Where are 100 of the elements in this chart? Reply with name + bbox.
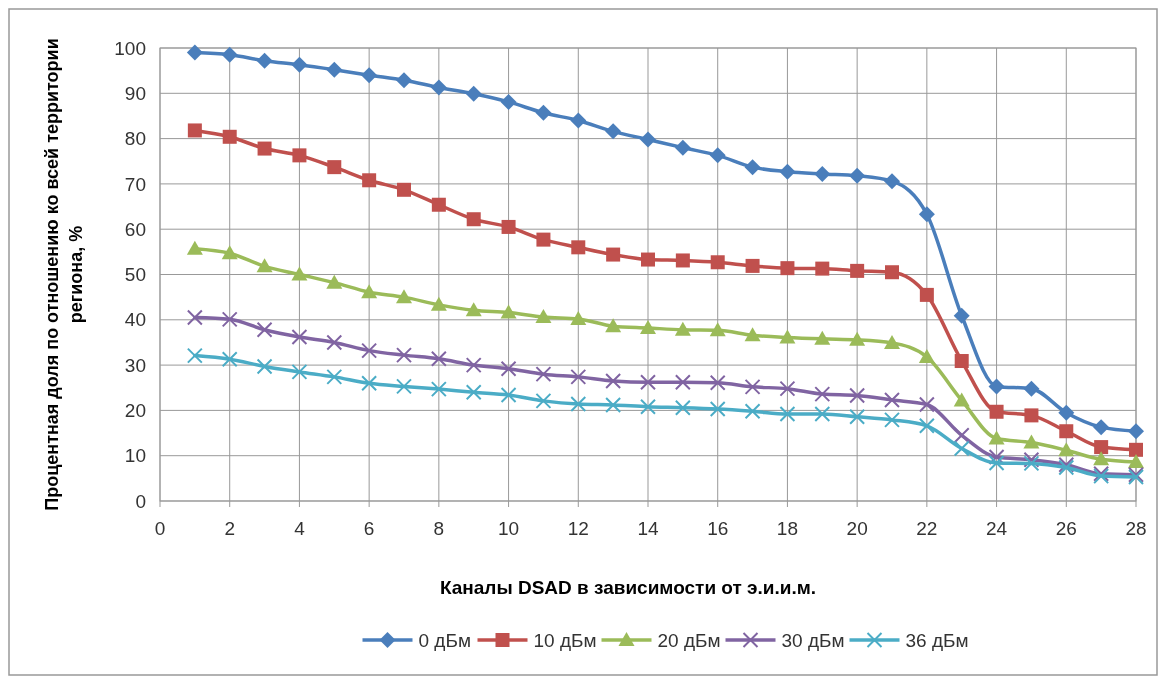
y-tick-label: 50 <box>124 264 146 286</box>
point <box>953 392 970 407</box>
point <box>535 366 552 383</box>
point <box>849 387 866 404</box>
point <box>500 93 517 110</box>
point <box>465 384 482 401</box>
point <box>291 363 308 380</box>
point <box>605 318 622 333</box>
point <box>570 368 587 385</box>
point <box>535 104 552 121</box>
point <box>640 131 656 148</box>
point <box>221 351 238 368</box>
point <box>850 263 865 278</box>
point <box>710 255 725 270</box>
x-tick-label: 8 <box>433 518 445 539</box>
point <box>570 310 587 325</box>
point <box>570 112 587 129</box>
point <box>1023 451 1040 468</box>
legend-label: 20 дБм <box>657 629 721 651</box>
x-tick-label: 14 <box>637 518 659 539</box>
point <box>814 165 831 182</box>
x-tick-label: 10 <box>498 518 520 539</box>
point <box>361 67 378 84</box>
point <box>709 322 726 337</box>
y-tick-label: 80 <box>124 128 146 150</box>
point <box>640 374 656 391</box>
point <box>465 302 482 317</box>
point <box>884 334 900 349</box>
point <box>361 284 378 299</box>
y-tick-label: 90 <box>124 82 146 104</box>
point <box>396 347 412 364</box>
point <box>397 182 411 197</box>
point <box>988 454 1005 471</box>
point <box>780 261 795 276</box>
x-tick-label: 20 <box>846 518 868 539</box>
point <box>501 219 516 234</box>
point <box>849 331 866 346</box>
x-tick-label: 18 <box>776 518 798 539</box>
point <box>291 56 308 73</box>
point <box>256 52 273 69</box>
point <box>884 173 900 190</box>
point <box>291 266 308 281</box>
point <box>849 167 866 184</box>
point <box>814 330 831 345</box>
legend-label: 30 дБм <box>781 629 845 651</box>
point <box>186 44 203 61</box>
y-tick-label: 100 <box>114 37 146 59</box>
point <box>326 368 343 385</box>
x-tick-label: 12 <box>567 518 589 539</box>
x-tick-label: 16 <box>707 518 729 539</box>
point <box>744 378 761 395</box>
legend-label: 10 дБм <box>533 629 597 651</box>
point <box>709 374 726 391</box>
x-tick-label: 0 <box>154 518 166 539</box>
point <box>396 289 412 304</box>
point <box>884 411 900 428</box>
point <box>709 401 726 418</box>
x-tick-label: 26 <box>1055 518 1077 539</box>
point <box>989 404 1004 419</box>
y-tick-label: 70 <box>124 173 146 195</box>
point <box>744 159 761 176</box>
point <box>954 354 969 369</box>
y-tick-label: 30 <box>124 354 146 376</box>
point <box>709 147 726 164</box>
point <box>361 342 378 359</box>
point <box>535 309 552 324</box>
point <box>291 329 308 346</box>
point <box>1093 451 1110 466</box>
point <box>256 258 273 273</box>
point <box>605 123 622 140</box>
point <box>430 350 447 367</box>
point <box>500 304 517 319</box>
point <box>605 396 622 413</box>
y-tick-label: 10 <box>124 445 146 467</box>
point <box>1023 434 1040 449</box>
x-tick-label: 6 <box>363 518 375 539</box>
point <box>744 327 761 342</box>
point <box>221 311 238 328</box>
legend-label: 0 дБм <box>418 629 471 651</box>
x-tick-label: 2 <box>224 518 235 539</box>
y-tick-label: 0 <box>135 490 146 512</box>
point <box>814 386 831 403</box>
point <box>362 173 377 188</box>
point <box>186 347 203 364</box>
legend-label: 36 дБм <box>905 629 969 651</box>
point <box>988 378 1005 395</box>
point <box>361 375 378 392</box>
point <box>186 240 203 255</box>
y-axis-title: Процентная доля по отношению ко всей территории региона, % <box>42 38 86 511</box>
point <box>1023 455 1040 472</box>
point <box>744 403 761 420</box>
point <box>571 240 586 255</box>
point <box>779 163 796 180</box>
point <box>326 274 343 289</box>
point <box>1023 380 1040 397</box>
point <box>430 79 447 96</box>
point <box>326 61 343 78</box>
point <box>988 430 1005 445</box>
point <box>1128 454 1144 469</box>
point <box>327 160 342 175</box>
